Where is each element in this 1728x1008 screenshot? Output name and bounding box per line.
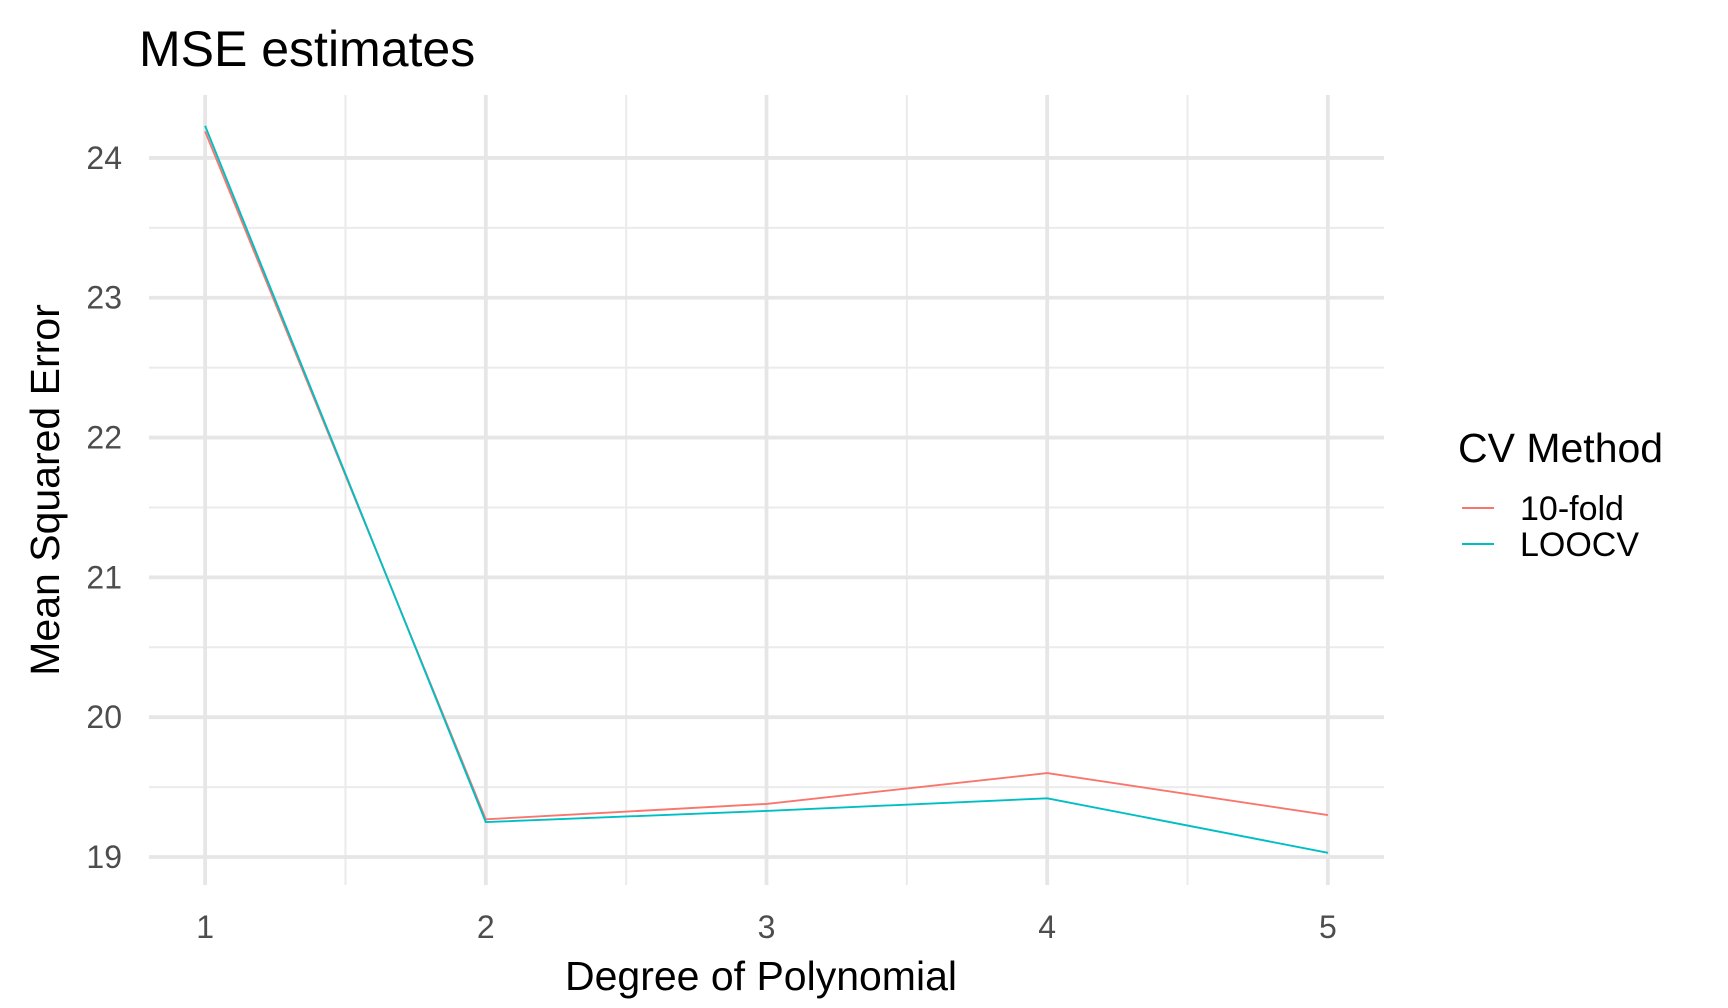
x-axis-title: Degree of Polynomial	[565, 953, 957, 999]
x-tick-label: 4	[1038, 909, 1056, 945]
chart-title: MSE estimates	[139, 21, 475, 77]
x-axis-ticks: 1 2 3 4 5	[196, 909, 1337, 945]
x-tick-label: 5	[1319, 909, 1337, 945]
y-tick-label: 24	[86, 140, 122, 176]
series-lines	[204, 125, 1329, 854]
x-tick-label: 3	[758, 909, 776, 945]
legend-label: LOOCV	[1520, 526, 1639, 564]
y-axis-ticks: 19 20 21 22 23 24	[86, 140, 122, 875]
y-tick-label: 19	[86, 839, 122, 875]
grid	[149, 95, 1384, 885]
series-line-loocv	[204, 125, 1329, 854]
y-tick-label: 23	[86, 280, 122, 316]
x-tick-label: 2	[477, 909, 495, 945]
legend-label: 10-fold	[1520, 490, 1624, 528]
legend-title: CV Method	[1458, 425, 1663, 471]
y-tick-label: 21	[86, 559, 122, 595]
y-tick-label: 22	[86, 420, 122, 456]
y-tick-label: 20	[86, 699, 122, 735]
x-tick-label: 1	[196, 909, 214, 945]
y-axis-title: Mean Squared Error	[22, 304, 68, 675]
